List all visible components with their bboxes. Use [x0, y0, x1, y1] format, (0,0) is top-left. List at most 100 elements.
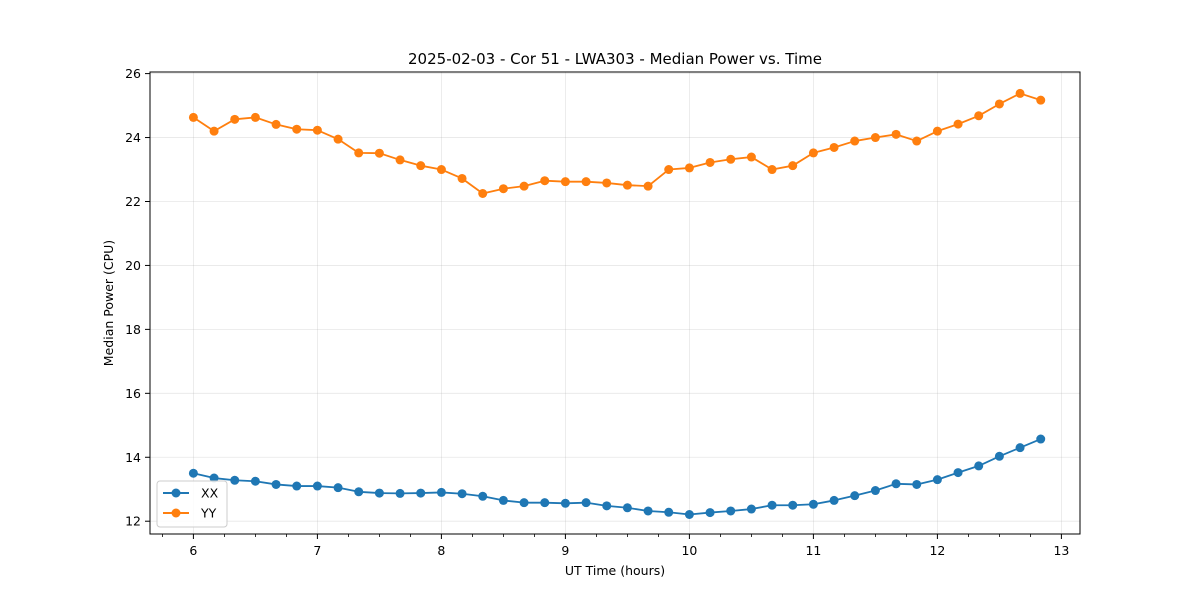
grid	[150, 72, 1080, 534]
data-point-yy	[870, 133, 880, 143]
data-point-xx	[230, 475, 240, 485]
data-point-xx	[829, 495, 839, 505]
x-tick-label: 13	[1053, 543, 1069, 558]
data-point-xx	[746, 504, 756, 514]
data-point-yy	[684, 163, 694, 173]
data-point-yy	[188, 112, 198, 122]
data-point-yy	[498, 184, 508, 194]
data-point-xx	[188, 468, 198, 478]
data-point-xx	[726, 506, 736, 516]
data-point-yy	[850, 136, 860, 146]
data-point-xx	[912, 479, 922, 489]
data-point-xx	[498, 495, 508, 505]
x-tick-label: 10	[681, 543, 697, 558]
data-point-xx	[767, 500, 777, 510]
data-point-yy	[664, 165, 674, 175]
data-point-xx	[540, 498, 550, 508]
y-tick-label: 12	[125, 514, 141, 529]
data-point-yy	[312, 125, 322, 135]
data-point-yy	[436, 165, 446, 175]
series-yy	[188, 88, 1046, 198]
data-point-yy	[354, 148, 364, 158]
data-point-yy	[829, 142, 839, 152]
y-tick-label: 24	[125, 130, 141, 145]
data-point-yy	[994, 99, 1004, 109]
legend: XX YY	[156, 480, 228, 528]
data-point-xx	[395, 488, 405, 498]
y-axis-ticks: 12 14 16 18 20 22 24 26	[125, 66, 150, 529]
data-point-xx	[705, 508, 715, 518]
data-point-xx	[436, 487, 446, 497]
x-axis-ticks: 6 7 8 9 10 11 12 13	[161, 534, 1069, 558]
series-xx	[188, 434, 1046, 519]
y-tick-label: 16	[125, 386, 141, 401]
data-point-yy	[602, 178, 612, 188]
data-point-xx	[354, 487, 364, 497]
data-point-yy	[478, 188, 488, 198]
data-point-xx	[891, 479, 901, 489]
data-point-yy	[519, 181, 529, 191]
data-point-xx	[622, 503, 632, 513]
x-tick-label: 9	[561, 543, 569, 558]
data-point-yy	[726, 154, 736, 164]
data-point-yy	[271, 119, 281, 129]
data-point-xx	[1036, 434, 1046, 444]
data-point-xx	[1015, 443, 1025, 453]
data-point-xx	[953, 468, 963, 478]
series-layer	[188, 88, 1046, 519]
data-point-yy	[622, 180, 632, 190]
y-axis-label: Median Power (CPU)	[101, 240, 116, 366]
data-point-yy	[395, 155, 405, 165]
data-point-yy	[643, 181, 653, 191]
data-point-xx	[209, 473, 219, 483]
y-tick-label: 20	[125, 258, 141, 273]
data-point-yy	[333, 134, 343, 144]
data-point-xx	[974, 461, 984, 471]
data-point-yy	[540, 176, 550, 186]
data-point-yy	[1036, 95, 1046, 105]
data-point-yy	[932, 126, 942, 136]
y-tick-label: 26	[125, 66, 141, 81]
data-point-xx	[602, 501, 612, 511]
data-point-yy	[416, 161, 426, 171]
x-tick-label: 12	[929, 543, 945, 558]
data-point-xx	[870, 486, 880, 496]
data-point-xx	[788, 500, 798, 510]
chart-title: 2025-02-03 - Cor 51 - LWA303 - Median Po…	[408, 50, 822, 68]
x-tick-label: 6	[189, 543, 197, 558]
data-point-xx	[808, 499, 818, 509]
data-point-xx	[664, 507, 674, 517]
data-point-xx	[271, 479, 281, 489]
data-point-xx	[684, 509, 694, 519]
data-point-yy	[912, 136, 922, 146]
data-point-yy	[1015, 88, 1025, 98]
legend-marker-xx	[171, 488, 181, 498]
data-point-xx	[312, 481, 322, 491]
data-point-yy	[209, 126, 219, 136]
data-point-yy	[230, 114, 240, 124]
data-point-yy	[953, 119, 963, 129]
y-tick-label: 14	[125, 450, 141, 465]
data-point-yy	[581, 177, 591, 187]
legend-label-yy: YY	[200, 506, 217, 521]
data-point-xx	[333, 483, 343, 493]
data-point-yy	[891, 129, 901, 139]
y-tick-label: 22	[125, 194, 141, 209]
data-point-xx	[457, 489, 467, 499]
data-point-xx	[374, 488, 384, 498]
data-point-yy	[808, 148, 818, 158]
data-point-yy	[374, 148, 384, 158]
data-point-yy	[788, 161, 798, 171]
x-tick-label: 7	[313, 543, 321, 558]
data-point-xx	[292, 481, 302, 491]
data-point-yy	[767, 165, 777, 175]
data-point-yy	[292, 124, 302, 134]
data-point-xx	[932, 475, 942, 485]
data-point-xx	[519, 498, 529, 508]
legend-marker-yy	[171, 508, 181, 518]
data-point-xx	[581, 498, 591, 508]
data-point-xx	[478, 491, 488, 501]
data-point-xx	[850, 491, 860, 501]
data-point-xx	[416, 488, 426, 498]
data-point-xx	[560, 498, 570, 508]
